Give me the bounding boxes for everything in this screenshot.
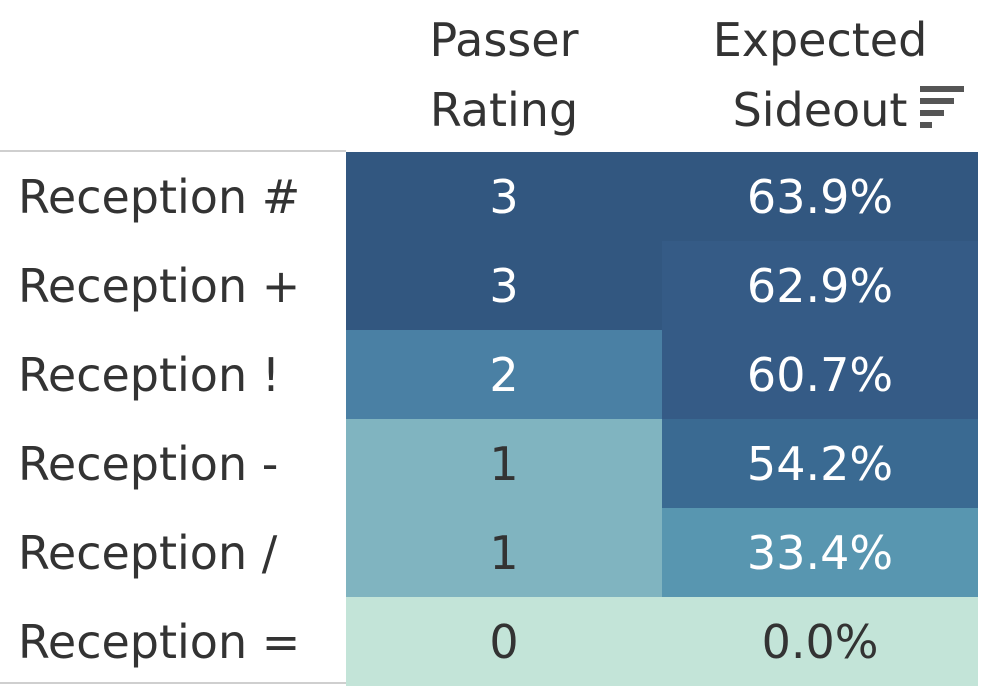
expected-sideout-cell: 0.0% — [662, 597, 978, 686]
passer-rating-cell: 3 — [346, 241, 662, 330]
column-header-sideout-line1: Expected — [712, 13, 928, 67]
row-label: Reception / — [18, 525, 278, 580]
row-label: Reception - — [18, 436, 279, 491]
column-header-passer-line1: Passer — [429, 13, 579, 67]
expected-sideout-cell: 54.2% — [662, 419, 978, 508]
expected-sideout-cell: 33.4% — [662, 508, 978, 597]
expected-sideout-cell: 63.9% — [662, 152, 978, 241]
passer-rating-cell: 3 — [346, 152, 662, 241]
column-header-passer-rating[interactable]: Passer Rating — [346, 0, 662, 150]
sort-descending-icon[interactable] — [920, 86, 964, 128]
passer-rating-cell: 1 — [346, 508, 662, 597]
row-label: Reception + — [18, 258, 301, 313]
table-bottom-divider — [0, 682, 346, 684]
row-label: Reception ! — [18, 347, 281, 402]
passer-rating-cell: 2 — [346, 330, 662, 419]
row-label: Reception = — [18, 614, 301, 669]
expected-sideout-cell: 62.9% — [662, 241, 978, 330]
header-divider — [0, 150, 346, 152]
column-header-expected-sideout[interactable]: Expected Sideout — [662, 0, 978, 150]
passer-rating-cell: 0 — [346, 597, 662, 686]
expected-sideout-cell: 60.7% — [662, 330, 978, 419]
column-header-sideout-line2: Sideout — [732, 83, 908, 137]
passer-rating-cell: 1 — [346, 419, 662, 508]
row-label: Reception # — [18, 169, 301, 224]
column-header-passer-line2: Rating — [429, 83, 579, 137]
